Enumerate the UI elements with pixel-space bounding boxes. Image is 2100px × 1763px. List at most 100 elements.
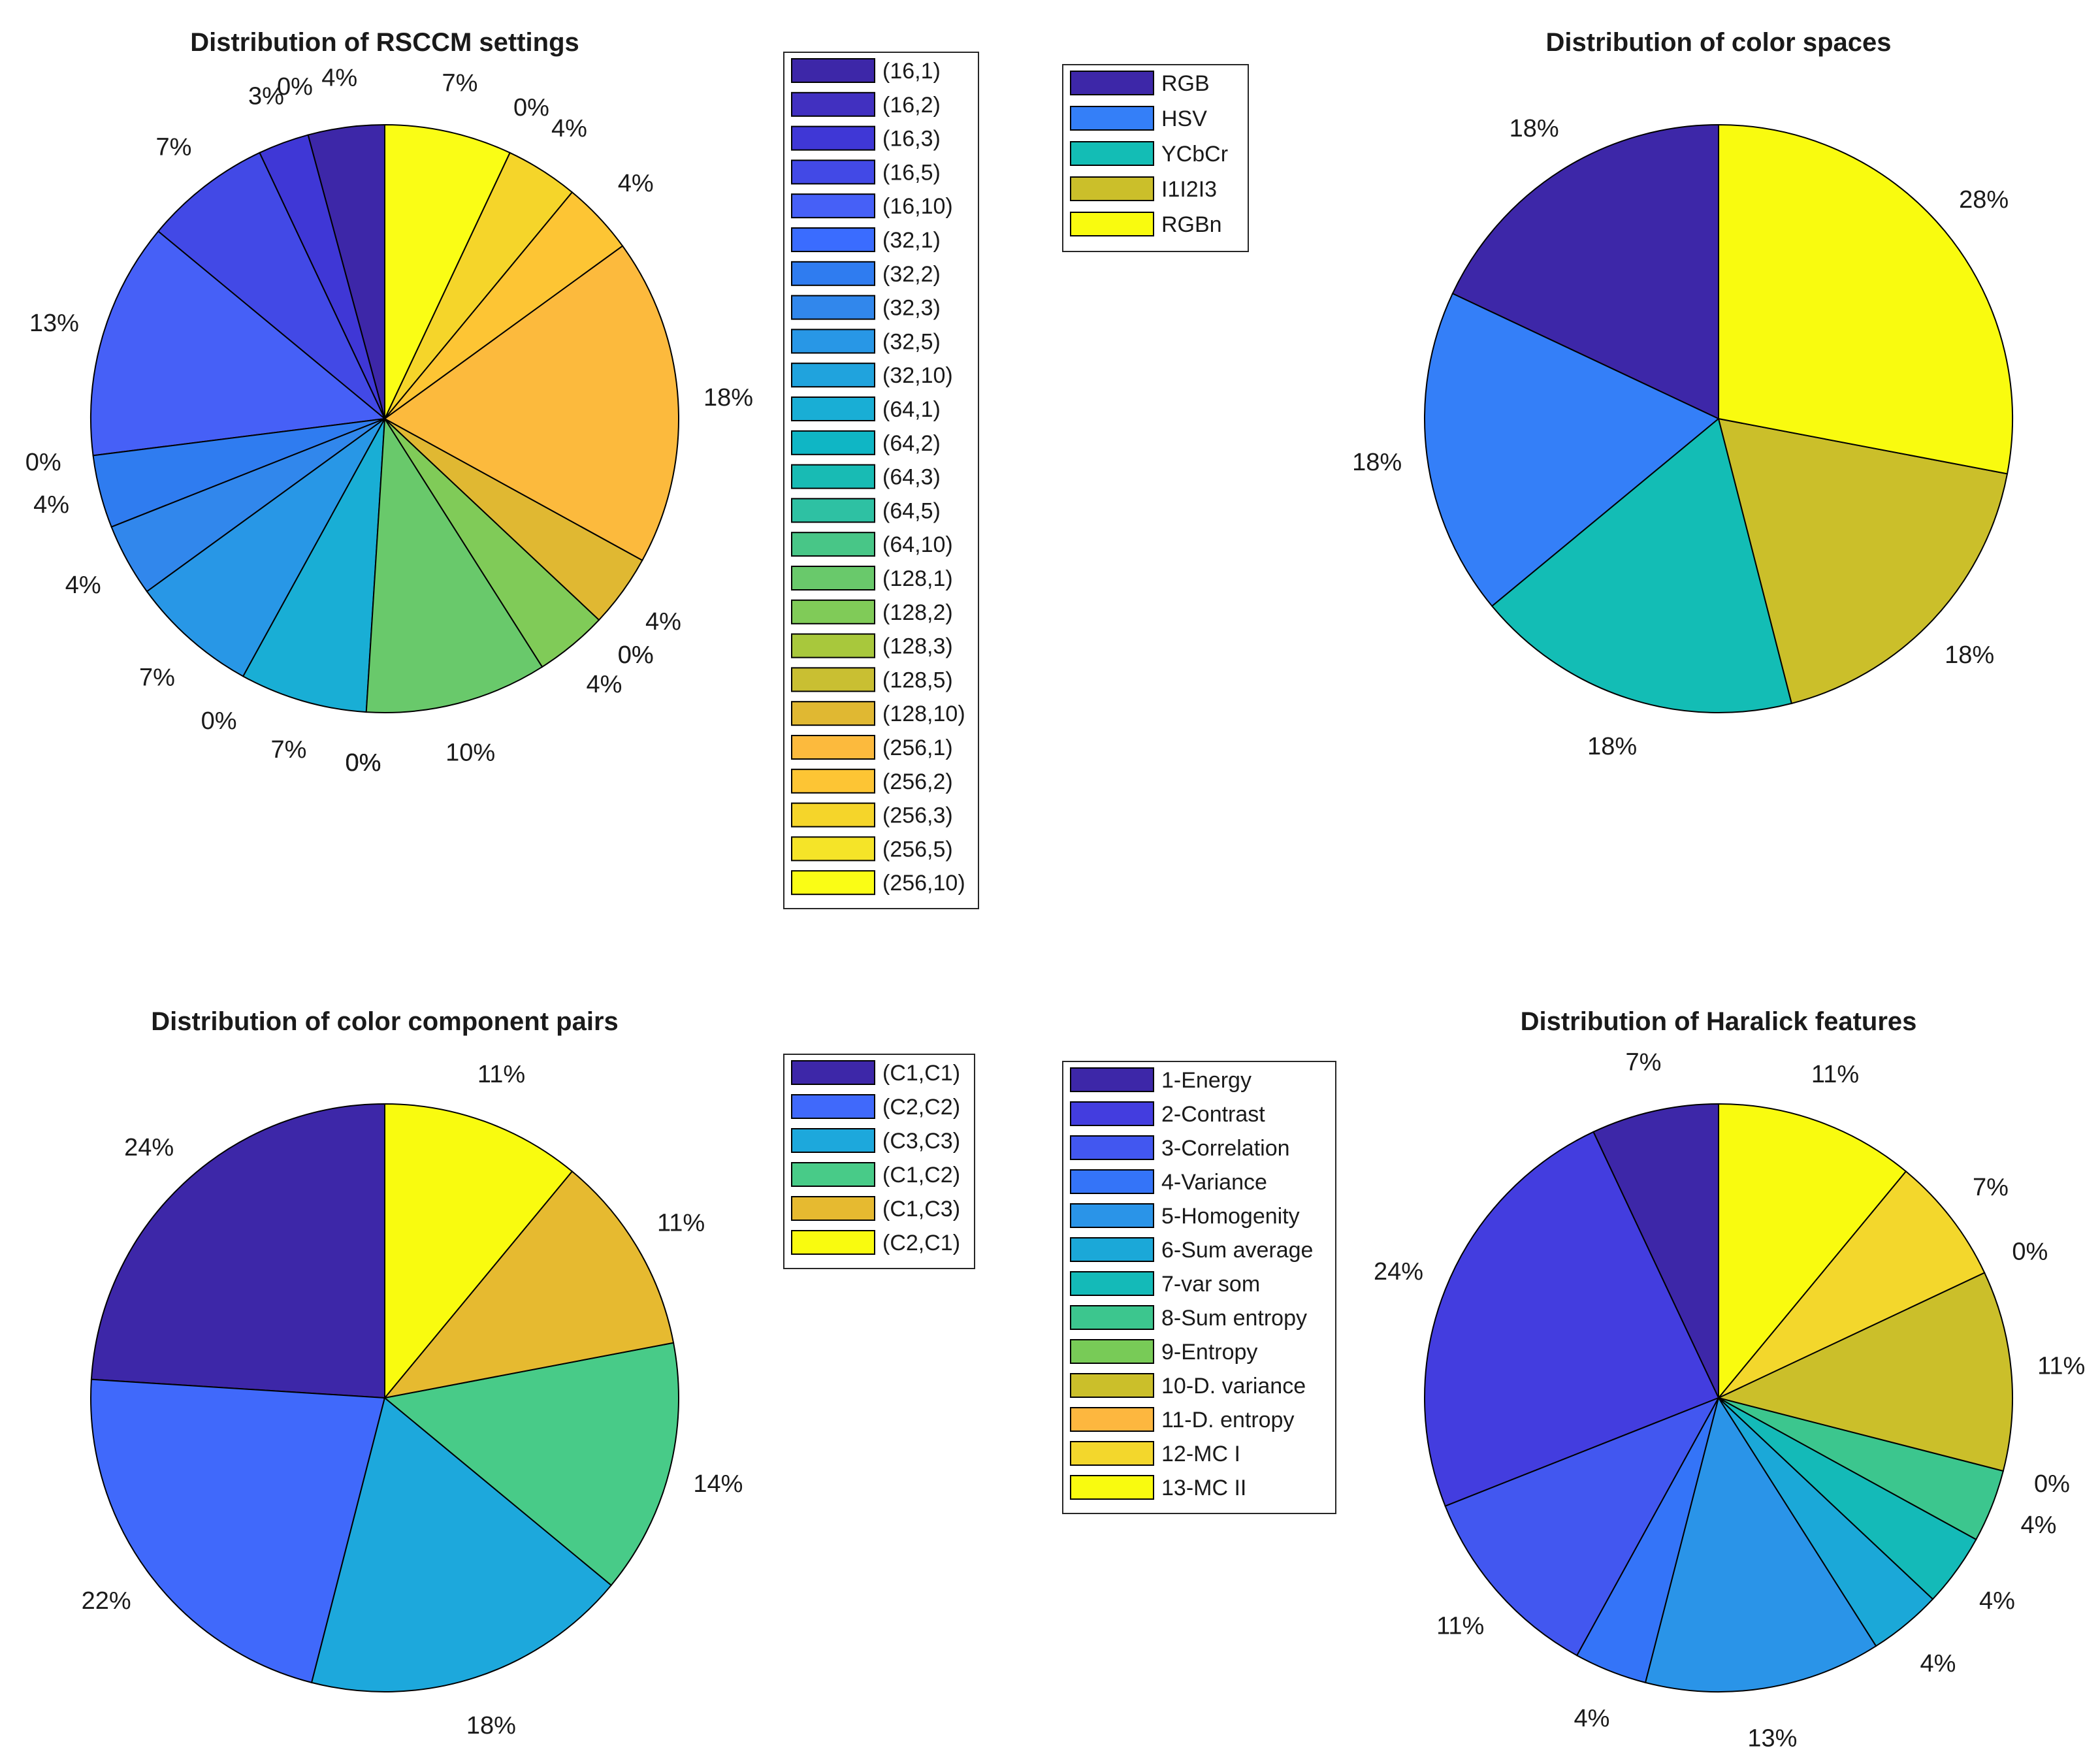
legend-label: (16,3) [882,127,941,152]
pie-slice [242,418,385,713]
legend-label: (128,3) [882,634,953,659]
legend-swatch [791,870,875,896]
pie-slice [90,1378,386,1684]
legend-swatch [791,295,875,320]
legend-label: (C2,C1) [882,1231,960,1255]
legend-haralick-features: 1-Energy 2-Contrast 3-Correlation 4-Varianc… [1062,1061,1336,1514]
pie-percent-label: 0% [201,707,237,735]
pie-percent-label: 13% [29,310,79,337]
pie-percent-label: 0% [513,94,549,121]
legend-label: (C1,C2) [882,1163,960,1188]
legend-swatch [791,1196,875,1221]
legend-swatch [791,802,875,828]
pie-slice [383,1170,675,1399]
legend-swatch [791,159,875,185]
legend-swatch [791,667,875,692]
legend-label: (128,10) [882,702,965,726]
legend-label: YCbCr [1161,142,1228,167]
legend-label: 7-var som [1161,1272,1260,1297]
chart-title: Distribution of color component pairs [151,1007,619,1036]
pie-percent-label: 0% [345,749,381,777]
legend-label: (C1,C1) [882,1061,960,1086]
pie-percent-label: 0% [25,449,61,476]
legend-label: (256,5) [882,837,953,862]
pie-slice [365,416,543,713]
pie-chart-rsccm-settings: Distribution of RSCCM settings 4%0%3%7%1… [25,28,753,777]
legend-label: (C3,C3) [882,1129,960,1154]
legend-label: (32,2) [882,262,941,287]
legend-swatch [791,1060,875,1085]
legend-label: (128,1) [882,566,953,591]
pie-slice [310,1397,613,1692]
legend-swatch [791,396,875,421]
legend-label: (32,5) [882,329,941,354]
legend-swatch [791,58,875,83]
pie-percent-label: 4% [1574,1705,1610,1732]
legend-swatch [791,836,875,862]
legend-label: 1-Energy [1161,1068,1252,1093]
legend-swatch [791,363,875,388]
pie-percent-label: 24% [124,1134,174,1161]
legend-label: 13-MC II [1161,1476,1246,1500]
legend-label: (64,1) [882,397,941,422]
pie-percent-label: 0% [277,73,313,101]
pie-percent-label: 7% [271,736,307,764]
pie-percent-label: 4% [321,65,357,92]
legend-swatch [1070,71,1154,95]
pie-slice [1424,1131,1720,1507]
legend-swatch [1070,212,1154,236]
pie-percent-label: 0% [345,749,381,777]
legend-label: 2-Contrast [1161,1102,1265,1127]
pie-percent-label: 7% [1973,1174,2009,1201]
legend-label: (64,2) [882,431,941,456]
legend-swatch [791,430,875,455]
pie-chart-color-spaces: Distribution of color spaces 18% 18% 18% 18… [1352,28,2013,760]
legend-label: (16,2) [882,93,941,118]
legend-label: 8-Sum entropy [1161,1306,1307,1331]
legend-label: (256,3) [882,803,953,828]
pie-percent-label: 4% [65,572,101,599]
legend-swatch [791,1230,875,1255]
legend-swatch [791,1094,875,1119]
pie-slice [384,123,511,419]
legend-label: 11-D. entropy [1161,1408,1294,1432]
legend-label: 10-D. variance [1161,1374,1306,1399]
legend-swatch [791,566,875,590]
legend-label: (256,1) [882,736,953,760]
legend-rsccm-settings: (16,1) (16,2) (16,3) (16,5) (16,10) (32,1) (32… [783,52,979,909]
legend-swatch [791,464,875,489]
pie-percent-label: 0% [618,641,654,669]
legend-swatch [1070,176,1154,201]
pie-percent-label: 0% [618,641,654,669]
pie-percent-label: 4% [1920,1650,1956,1677]
legend-swatch [1070,1203,1154,1228]
legend-swatch [1070,1135,1154,1160]
pie-chart-haralick-features: Distribution of Haralick features 7% 24% 1… [1374,1007,2085,1753]
pie-percent-label: 7% [156,134,192,161]
pie-percent-label: 4% [586,671,622,698]
pie-slice [90,1103,385,1399]
pie-slice [1451,123,1719,420]
legend-swatch [1070,1305,1154,1330]
legend-swatch [791,633,875,658]
legend-label: I1I2I3 [1161,177,1217,202]
legend-color-spaces: RGB HSV YCbCr I1I2I3 RGBn [1062,64,1249,252]
pie-slice [383,1342,679,1587]
legend-label: 5-Homogenity [1161,1204,1300,1229]
legend-label: (32,3) [882,296,941,321]
legend-label: (C1,C3) [882,1197,960,1221]
legend-swatch [791,701,875,726]
pie-percent-label: 11% [1811,1061,1859,1088]
pie-percent-label: 11% [1436,1613,1484,1640]
legend-label: HSV [1161,106,1207,131]
legend-label: (64,5) [882,498,941,523]
pie-percent-label: 24% [1374,1258,1423,1286]
legend-swatch [791,532,875,557]
pie-percent-label: 22% [82,1587,131,1615]
legend-swatch [791,768,875,794]
legend-label: (128,2) [882,600,953,625]
pie-slice [90,230,387,457]
pie-percent-label: 11% [477,1061,525,1088]
legend-swatch [1070,1441,1154,1466]
pie-percent-label: 4% [551,115,587,142]
